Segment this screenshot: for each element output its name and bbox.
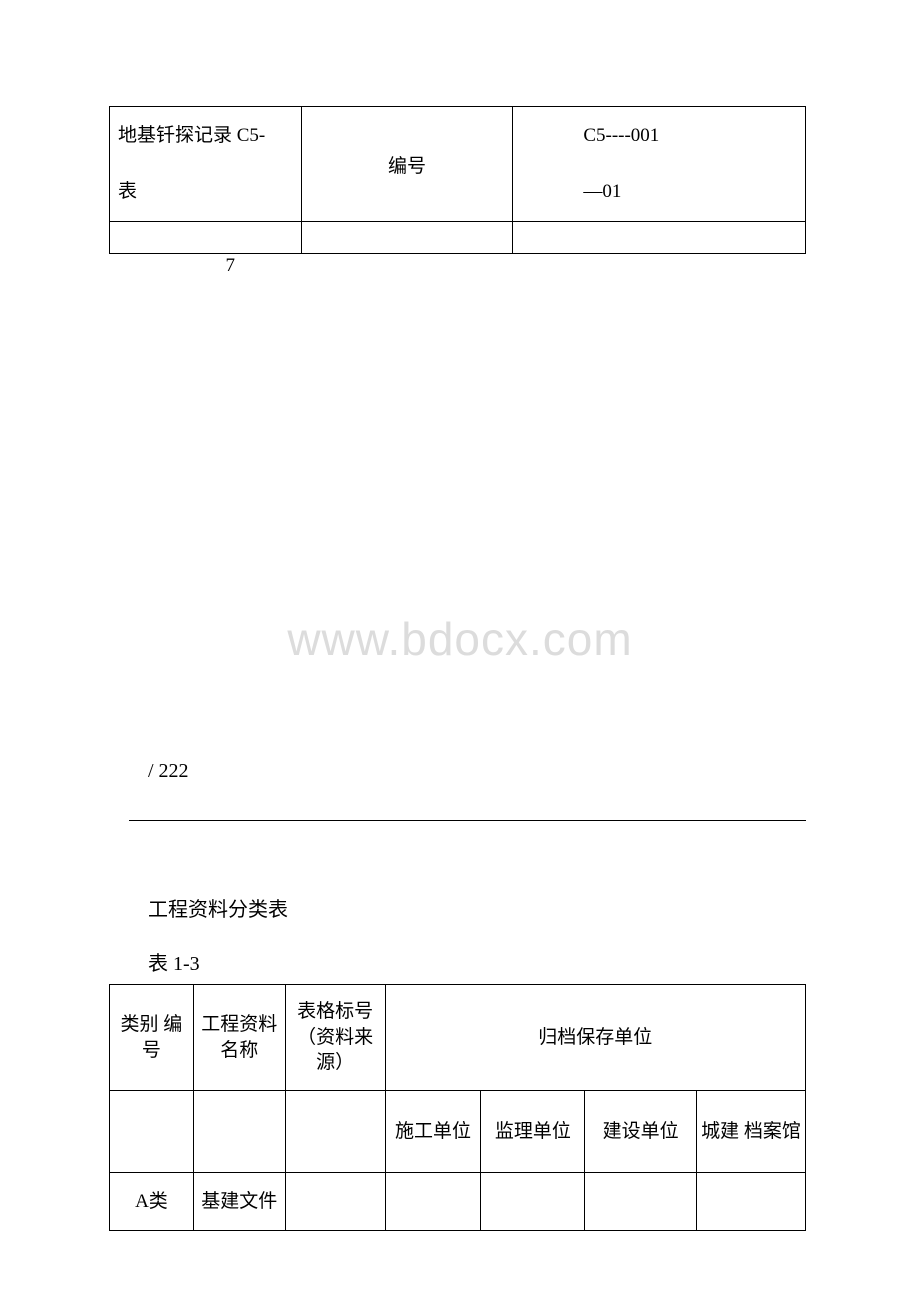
table-top: 7 地基钎探记录 C5- 表 编号 C5----001 —01 <box>109 106 806 254</box>
empty-cell <box>285 1173 385 1231</box>
empty-cell <box>110 222 302 254</box>
empty-cell <box>481 1173 585 1231</box>
empty-cell <box>285 1091 385 1173</box>
subheader-archive: 城建 档案馆 <box>697 1091 806 1173</box>
cell-category-a: A类 <box>110 1173 194 1231</box>
table-row <box>110 222 806 254</box>
cell-line1: 地基钎探记录 C5- <box>118 125 265 146</box>
table-row: A类 基建文件 <box>110 1173 806 1231</box>
table-label: 表 1-3 <box>148 947 200 976</box>
subheader-supervision: 监理单位 <box>481 1091 585 1173</box>
cell-docname: 基建文件 <box>193 1173 285 1231</box>
empty-cell <box>385 1173 481 1231</box>
watermark-text: www.bdocx.com <box>0 612 920 666</box>
subheader-construction: 施工单位 <box>385 1091 481 1173</box>
header-category: 类别 编号 <box>110 985 194 1091</box>
empty-cell <box>513 222 806 254</box>
subheader-owner: 建设单位 <box>585 1091 697 1173</box>
empty-cell <box>301 222 513 254</box>
empty-cell <box>193 1091 285 1173</box>
page-number: / 222 <box>148 760 189 783</box>
cell-code: C5----001 —01 <box>513 107 806 222</box>
empty-cell <box>585 1173 697 1231</box>
table-subheader-row: 施工单位 监理单位 建设单位 城建 档案馆 <box>110 1091 806 1173</box>
divider <box>129 820 806 821</box>
empty-cell <box>697 1173 806 1231</box>
header-formno: 表格标号（资料来源） <box>285 985 385 1091</box>
cell-record-name: 7 地基钎探记录 C5- 表 <box>110 107 302 222</box>
cell-code-line2: —01 <box>583 173 797 211</box>
cell-code-line1: C5----001 <box>583 125 659 146</box>
table-classification: 类别 编号 工程资料名称 表格标号（资料来源） 归档保存单位 施工单位 监理单位… <box>109 984 806 1231</box>
table-header-row: 类别 编号 工程资料名称 表格标号（资料来源） 归档保存单位 <box>110 985 806 1091</box>
cell-line2: 表 <box>118 173 293 211</box>
cell-number-label: 编号 <box>301 107 513 222</box>
header-archive: 归档保存单位 <box>385 985 805 1091</box>
section-title: 工程资料分类表 <box>148 893 288 922</box>
empty-cell <box>110 1091 194 1173</box>
table-row: 7 地基钎探记录 C5- 表 编号 C5----001 —01 <box>110 107 806 222</box>
row-prefix: 7 <box>226 255 236 277</box>
header-docname: 工程资料名称 <box>193 985 285 1091</box>
